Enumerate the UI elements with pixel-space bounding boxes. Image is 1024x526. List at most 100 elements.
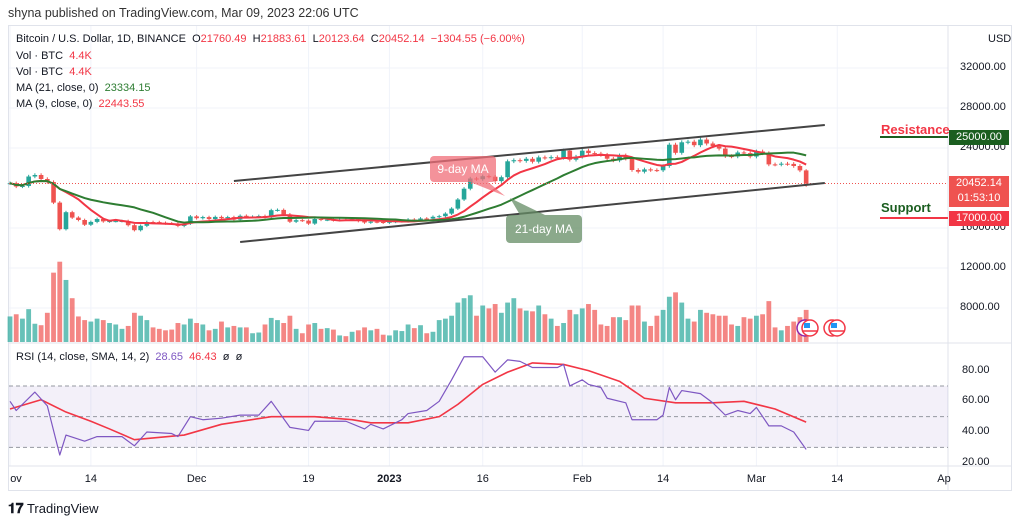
rsi-legend[interactable]: RSI (14, close, SMA, 14, 2) 28.65 46.43 … (16, 351, 242, 363)
volume-bar (343, 336, 349, 342)
volume-bar (13, 314, 19, 342)
candle-body (132, 225, 137, 231)
candle-body (791, 163, 797, 166)
candle-body (511, 160, 517, 162)
volume-bar (150, 327, 156, 342)
candle-body (803, 170, 809, 184)
candle-body (797, 166, 803, 171)
volume-legend-2[interactable]: Vol · BTC 4.4K (16, 66, 92, 78)
candle-body (244, 215, 249, 217)
price-axis-tick: 28000.00 (960, 101, 1006, 113)
volume-bar (505, 302, 510, 342)
rsi-sma-value: 46.43 (189, 351, 217, 363)
candle-body (200, 217, 206, 219)
candle-body (685, 141, 691, 143)
candle-body (368, 221, 374, 223)
ma21-line (9, 151, 807, 224)
candle-body (418, 218, 423, 220)
ma9-legend[interactable]: MA (9, close, 0) 22443.55 (16, 98, 144, 110)
high-label: H (252, 33, 261, 45)
candle-body (704, 139, 709, 144)
price-axis-tick: 12000.00 (960, 261, 1006, 273)
volume-bar (573, 314, 579, 342)
volume-bar (94, 318, 100, 342)
volume-bar (536, 305, 542, 342)
ma9-callout[interactable]: 9-day MA (430, 156, 496, 182)
volume-value: 4.4K (69, 66, 92, 78)
us-flag-canton (804, 323, 810, 328)
candle-body (548, 157, 554, 159)
candle-body (716, 146, 722, 149)
volume-label: Vol · BTC (16, 50, 64, 62)
candle-body (300, 220, 305, 222)
volume-bar (387, 335, 392, 342)
volume-bar (629, 305, 635, 342)
volume-bar (206, 330, 212, 342)
volume-bar (716, 315, 722, 342)
candle-body (635, 170, 641, 172)
volume-bar (275, 320, 280, 342)
volume-bar (474, 315, 479, 342)
change-value: −1304.55 (−6.00%) (430, 33, 525, 45)
candle-body (467, 178, 473, 189)
volume-bar (368, 330, 374, 342)
volume-bar (405, 324, 411, 342)
volume-bar (281, 323, 287, 342)
symbol-name[interactable]: Bitcoin / U.S. Dollar, 1D, BINANCE (16, 33, 186, 45)
volume-bar (486, 308, 492, 342)
volume-bar (704, 312, 710, 342)
tradingview-logo[interactable]: 𝟏𝟕 TradingView (8, 500, 99, 517)
volume-bar (498, 312, 504, 342)
volume-bar (299, 333, 305, 342)
open-value: 21760.49 (200, 33, 247, 45)
volume-bar (455, 302, 461, 342)
volume-legend-1[interactable]: Vol · BTC 4.4K (16, 50, 92, 62)
volume-bar (461, 298, 467, 342)
volume-bar (212, 328, 218, 342)
candle-body (26, 176, 31, 186)
volume-bar (63, 279, 69, 342)
candle-body (306, 220, 311, 224)
candle-body (63, 212, 69, 230)
volume-bar (741, 317, 747, 342)
volume-label: Vol · BTC (16, 66, 64, 78)
volume-bar (673, 292, 678, 342)
rsi-extra-value: ø (235, 351, 243, 363)
volume-bar (548, 318, 554, 342)
candle-body (604, 154, 610, 159)
volume-bar (561, 323, 566, 342)
volume-bar (492, 304, 498, 342)
volume-bar (237, 327, 243, 342)
time-axis-tick: ov (10, 473, 22, 485)
volume-bar (430, 331, 436, 342)
volume-bar (362, 327, 367, 342)
candle-body (530, 158, 535, 162)
candle-body (723, 148, 728, 157)
candle-body (362, 221, 367, 223)
volume-bar (554, 325, 560, 342)
candle-body (430, 216, 436, 219)
volume-bar (132, 312, 137, 342)
rsi-value: 28.65 (155, 351, 183, 363)
volume-bar (449, 315, 455, 342)
candle-body (505, 161, 510, 178)
candle-body (660, 166, 666, 171)
volume-bar (293, 328, 299, 342)
ma21-legend[interactable]: MA (21, close, 0) 23334.15 (16, 82, 151, 94)
volume-bar (679, 302, 685, 342)
candle-body (20, 186, 25, 187)
volume-bar (225, 327, 231, 342)
candle-body (691, 141, 697, 146)
rsi-sma-line (9, 362, 807, 441)
candle-body (212, 216, 218, 220)
volume-bar (194, 323, 199, 342)
volume-bar (69, 298, 75, 342)
candle-body (219, 216, 224, 219)
ma21-callout[interactable]: 21-day MA (506, 215, 582, 243)
volume-bar (331, 329, 336, 342)
us-flag-canton (831, 323, 837, 328)
ma21-callout-pointer (510, 198, 545, 215)
candle-body (542, 157, 548, 159)
last-price-tag: 20452.14 01:53:10 (949, 176, 1009, 207)
